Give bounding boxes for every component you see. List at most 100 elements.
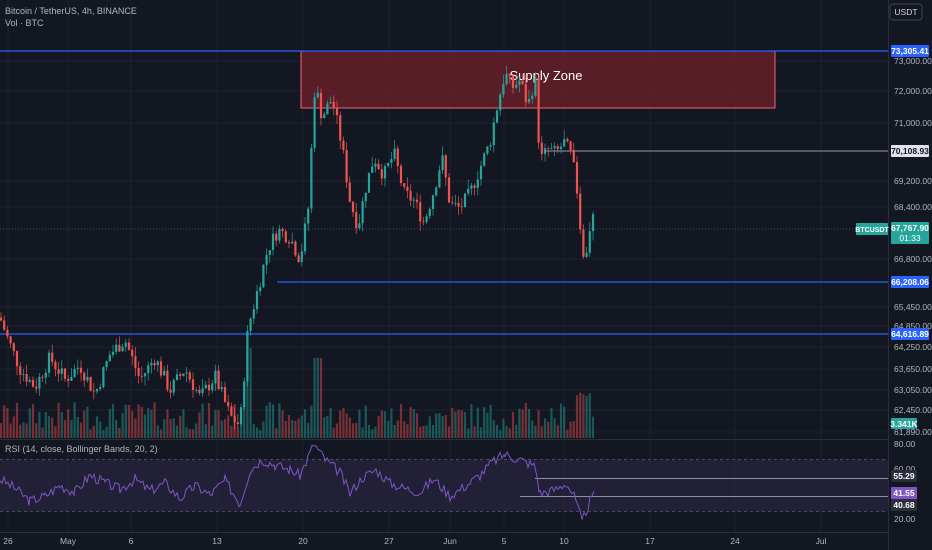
volume-bar bbox=[575, 395, 579, 438]
candle-body bbox=[505, 73, 508, 84]
candle-body bbox=[102, 367, 105, 387]
candle-body bbox=[383, 166, 387, 179]
candle-body bbox=[198, 389, 201, 394]
currency-button-label[interactable]: USDT bbox=[894, 7, 917, 17]
volume-bar bbox=[367, 424, 371, 438]
rsi-tick-label: 80.00 bbox=[894, 439, 916, 449]
price-tick-label: 61,890.00 bbox=[894, 427, 932, 437]
volume-bar bbox=[310, 405, 313, 438]
candle-body bbox=[182, 373, 185, 376]
candle-body bbox=[143, 373, 147, 377]
volume-bar bbox=[534, 425, 537, 438]
volume-bar bbox=[316, 358, 319, 438]
candle-body bbox=[412, 199, 415, 201]
candle-body bbox=[25, 374, 28, 382]
time-tick-label: 26 bbox=[3, 536, 13, 546]
volume-bar bbox=[217, 410, 220, 438]
volume-bar bbox=[31, 404, 35, 438]
candle-body bbox=[118, 344, 121, 352]
candle-body bbox=[502, 83, 505, 95]
volume-bar bbox=[0, 423, 3, 438]
volume-bar bbox=[239, 423, 243, 438]
volume-bar bbox=[383, 411, 387, 438]
level-price-tag bbox=[891, 145, 929, 157]
candle-body bbox=[566, 139, 569, 142]
volume-bar bbox=[355, 423, 358, 438]
rsi-value-tag-label: 55.29 bbox=[893, 471, 915, 481]
candle-body bbox=[239, 407, 243, 424]
volume-bar bbox=[246, 348, 249, 438]
candle-body bbox=[521, 80, 524, 85]
candle-body bbox=[265, 254, 268, 265]
candle-body bbox=[99, 386, 102, 389]
volume-bar bbox=[172, 418, 175, 438]
level-price-tag bbox=[891, 45, 929, 57]
volume-bar bbox=[323, 417, 326, 438]
volume-bar bbox=[191, 429, 195, 438]
candle-body bbox=[409, 190, 412, 201]
volume-bar bbox=[95, 416, 99, 438]
candle-body bbox=[588, 231, 591, 253]
volume-tag-label: 3.341K bbox=[890, 419, 918, 429]
candle-body bbox=[451, 202, 454, 204]
volume-bar bbox=[505, 425, 508, 438]
candle-body bbox=[335, 108, 339, 116]
volume-bar bbox=[518, 408, 521, 438]
candle-body bbox=[547, 148, 550, 150]
volume-bar bbox=[428, 416, 431, 438]
candle-body bbox=[463, 193, 467, 208]
candle-body bbox=[499, 94, 502, 111]
volume-bar bbox=[137, 404, 140, 438]
volume-bar bbox=[150, 409, 153, 438]
level-price-tag bbox=[891, 276, 929, 288]
volume-bar bbox=[307, 422, 310, 438]
candle-body bbox=[3, 320, 6, 330]
candle-body bbox=[319, 92, 323, 119]
volume-bar bbox=[294, 420, 297, 438]
volume-bar bbox=[76, 416, 79, 438]
volume-bar bbox=[83, 410, 86, 438]
volume-bar bbox=[393, 425, 396, 438]
candle-body bbox=[355, 212, 358, 229]
candle-body bbox=[233, 415, 236, 423]
volume-legend[interactable]: Vol · BTC bbox=[5, 18, 44, 28]
candle-body bbox=[467, 188, 470, 194]
currency-button[interactable]: USDT bbox=[889, 3, 923, 21]
volume-bar bbox=[463, 412, 467, 438]
volume-bar bbox=[303, 409, 307, 438]
candle-body bbox=[476, 179, 479, 188]
volume-bar bbox=[28, 408, 31, 438]
candle-body bbox=[236, 422, 239, 424]
volume-bar bbox=[495, 424, 499, 438]
candle-body bbox=[204, 384, 207, 389]
candle-body bbox=[230, 406, 233, 416]
candle-body bbox=[291, 241, 294, 244]
volume-bar bbox=[131, 411, 134, 438]
candle-body bbox=[19, 366, 22, 375]
candle-body bbox=[207, 384, 211, 391]
candle-body bbox=[531, 95, 534, 99]
candle-body bbox=[508, 73, 511, 76]
candle-body bbox=[41, 376, 44, 378]
volume-bar bbox=[502, 418, 505, 438]
volume-bars bbox=[0, 348, 595, 438]
candle-body bbox=[156, 361, 159, 366]
volume-bar bbox=[579, 392, 582, 438]
candle-body bbox=[172, 379, 175, 393]
candle-body bbox=[518, 80, 521, 85]
volume-bar bbox=[460, 410, 463, 438]
candle-body bbox=[428, 208, 431, 217]
price-tick-label: 64,850.00 bbox=[894, 321, 932, 331]
symbol-legend[interactable]: Bitcoin / TetherUS, 4h, BINANCE bbox=[5, 6, 137, 16]
candle-body bbox=[175, 374, 179, 380]
candle-body bbox=[537, 77, 540, 143]
volume-bar bbox=[553, 418, 556, 438]
candle-body bbox=[195, 389, 198, 391]
rsi-value-tags: 55.29 41.55 40.68 bbox=[891, 470, 917, 511]
rsi-legend[interactable]: RSI (14, close, Bollinger Bands, 20, 2) bbox=[5, 444, 158, 454]
rsi-tick-label: 60.00 bbox=[894, 464, 916, 474]
candle-body bbox=[556, 146, 559, 149]
candle-body bbox=[38, 376, 41, 389]
candle-body bbox=[137, 367, 140, 376]
